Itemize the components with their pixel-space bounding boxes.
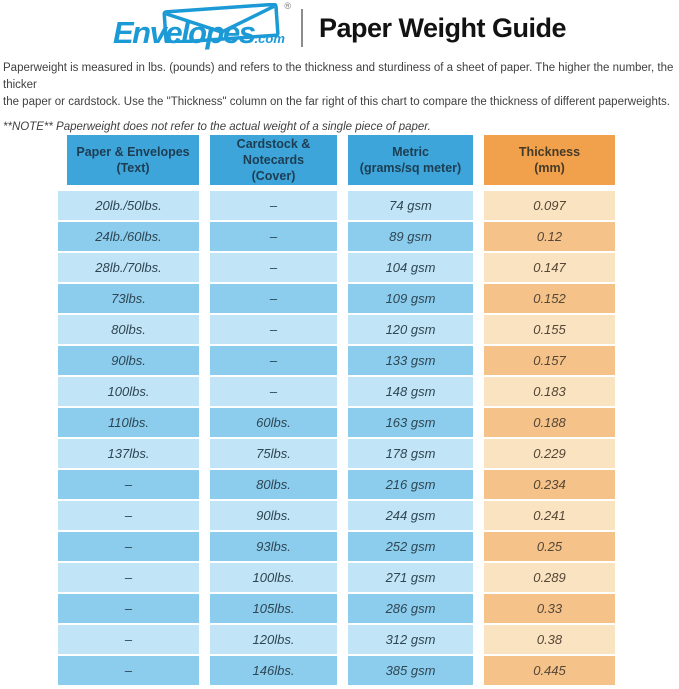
intro-line-1: Paperweight is measured in lbs. (pounds)… bbox=[3, 62, 674, 91]
intro-line-2: the paper or cardstock. Use the "Thickne… bbox=[3, 96, 670, 108]
table-cell: 24lb./60lbs. bbox=[58, 222, 199, 251]
table-cell: – bbox=[210, 377, 337, 406]
table-cell: – bbox=[210, 191, 337, 220]
paper-weight-table: Paper & Envelopes (Text) Cardstock & Not… bbox=[58, 135, 615, 685]
table-cell: 20lb./50lbs. bbox=[58, 191, 199, 220]
table-cell: – bbox=[210, 253, 337, 282]
column-header-subtitle: (mm) bbox=[534, 161, 565, 175]
table-cell: 109 gsm bbox=[348, 284, 473, 313]
column-header-cardstock-notecards: Cardstock & Notecards (Cover) bbox=[210, 135, 337, 185]
column-header-paper-envelopes: Paper & Envelopes (Text) bbox=[67, 135, 199, 185]
table-cell: – bbox=[210, 346, 337, 375]
table-cell: 0.183 bbox=[484, 377, 615, 406]
column-header-thickness: Thickness (mm) bbox=[484, 135, 615, 185]
table-cell: 163 gsm bbox=[348, 408, 473, 437]
table-cell: 60lbs. bbox=[210, 408, 337, 437]
table-cell: – bbox=[58, 656, 199, 685]
table-cell: 100lbs. bbox=[210, 563, 337, 592]
table-cell: 0.445 bbox=[484, 656, 615, 685]
table-cell: 90lbs. bbox=[58, 346, 199, 375]
column-header-title: Cardstock & Notecards bbox=[236, 136, 311, 167]
table-cell: 0.25 bbox=[484, 532, 615, 561]
table-cell: – bbox=[58, 470, 199, 499]
column-header-title: Thickness bbox=[518, 144, 581, 159]
header-divider bbox=[300, 9, 303, 47]
table-cell: 0.12 bbox=[484, 222, 615, 251]
table-cell: 385 gsm bbox=[348, 656, 473, 685]
column-header-subtitle: (Text) bbox=[116, 161, 150, 175]
table-cell: 216 gsm bbox=[348, 470, 473, 499]
table-cell: 137lbs. bbox=[58, 439, 199, 468]
table-cell: 0.234 bbox=[484, 470, 615, 499]
registered-trademark: ® bbox=[284, 1, 291, 11]
column-header-subtitle: (grams/sq meter) bbox=[359, 161, 462, 175]
table-cell: 178 gsm bbox=[348, 439, 473, 468]
table-cell: 89 gsm bbox=[348, 222, 473, 251]
table-body: 20lb./50lbs. –74 gsm 0.097 24lb./60lbs. –89 … bbox=[58, 191, 615, 685]
table-cell: 100lbs. bbox=[58, 377, 199, 406]
table-cell: 75lbs. bbox=[210, 439, 337, 468]
table-cell: 0.188 bbox=[484, 408, 615, 437]
column-header-subtitle: (Cover) bbox=[251, 169, 296, 184]
table-cell: 0.152 bbox=[484, 284, 615, 313]
table-cell: 73lbs. bbox=[58, 284, 199, 313]
table-cell: 146lbs. bbox=[210, 656, 337, 685]
envelopes-logo: ® Envelopes.com bbox=[113, 1, 291, 53]
table-cell: – bbox=[58, 532, 199, 561]
table-cell: 74 gsm bbox=[348, 191, 473, 220]
table-cell: 90lbs. bbox=[210, 501, 337, 530]
table-cell: 271 gsm bbox=[348, 563, 473, 592]
table-cell: – bbox=[58, 594, 199, 623]
table-cell: – bbox=[58, 563, 199, 592]
table-cell: 252 gsm bbox=[348, 532, 473, 561]
table-cell: 120 gsm bbox=[348, 315, 473, 344]
table-cell: 110lbs. bbox=[58, 408, 199, 437]
table-cell: 0.147 bbox=[484, 253, 615, 282]
table-cell: – bbox=[210, 284, 337, 313]
table-cell: 0.289 bbox=[484, 563, 615, 592]
header-bar: ® Envelopes.com Paper Weight Guide bbox=[0, 0, 679, 56]
table-cell: 0.33 bbox=[484, 594, 615, 623]
table-cell: – bbox=[210, 315, 337, 344]
intro-note: **NOTE** Paperweight does not refer to t… bbox=[3, 121, 431, 133]
table-cell: 28lb./70lbs. bbox=[58, 253, 199, 282]
intro-paragraph: Paperweight is measured in lbs. (pounds)… bbox=[3, 60, 676, 136]
logo-wordmark-main: Envelopes bbox=[112, 15, 256, 50]
table-cell: 133 gsm bbox=[348, 346, 473, 375]
table-cell: 148 gsm bbox=[348, 377, 473, 406]
table-cell: 80lbs. bbox=[58, 315, 199, 344]
column-header-title: Metric bbox=[392, 144, 429, 159]
table-cell: 80lbs. bbox=[210, 470, 337, 499]
table-cell: 244 gsm bbox=[348, 501, 473, 530]
table-cell: 312 gsm bbox=[348, 625, 473, 654]
column-header-metric: Metric (grams/sq meter) bbox=[348, 135, 473, 185]
table-cell: 120lbs. bbox=[210, 625, 337, 654]
table-cell: 104 gsm bbox=[348, 253, 473, 282]
table-cell: 93lbs. bbox=[210, 532, 337, 561]
table-cell: – bbox=[58, 501, 199, 530]
envelope-icon bbox=[162, 3, 280, 43]
table-cell: – bbox=[58, 625, 199, 654]
table-cell: 0.157 bbox=[484, 346, 615, 375]
table-cell: 105lbs. bbox=[210, 594, 337, 623]
table-cell: 0.241 bbox=[484, 501, 615, 530]
table-cell: – bbox=[210, 222, 337, 251]
logo-wordmark: Envelopes.com bbox=[113, 15, 285, 51]
table-cell: 0.229 bbox=[484, 439, 615, 468]
table-cell: 0.155 bbox=[484, 315, 615, 344]
table-cell: 0.38 bbox=[484, 625, 615, 654]
table-header-row: Paper & Envelopes (Text) Cardstock & Not… bbox=[58, 135, 615, 185]
logo-wordmark-suffix: .com bbox=[254, 31, 285, 46]
column-header-title: Paper & Envelopes bbox=[76, 144, 190, 159]
table-cell: 286 gsm bbox=[348, 594, 473, 623]
table-cell: 0.097 bbox=[484, 191, 615, 220]
page-title: Paper Weight Guide bbox=[318, 12, 567, 43]
